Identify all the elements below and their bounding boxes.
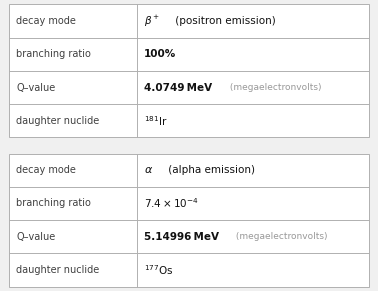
Text: (alpha emission): (alpha emission) (164, 165, 254, 175)
Text: $7.4\times10^{-4}$: $7.4\times10^{-4}$ (144, 196, 198, 210)
Text: (megaelectronvolts): (megaelectronvolts) (232, 232, 327, 241)
Text: (megaelectronvolts): (megaelectronvolts) (227, 83, 321, 92)
Bar (9, 153, 369, 287)
Text: 5.14996 MeV: 5.14996 MeV (144, 232, 219, 242)
Text: Q–value: Q–value (16, 232, 56, 242)
Text: $\alpha$: $\alpha$ (144, 165, 153, 175)
Text: daughter nuclide: daughter nuclide (16, 265, 99, 275)
Text: 4.0749 MeV: 4.0749 MeV (144, 83, 212, 93)
Text: (positron emission): (positron emission) (172, 16, 276, 26)
Text: branching ratio: branching ratio (16, 49, 91, 59)
Text: decay mode: decay mode (16, 16, 76, 26)
Text: branching ratio: branching ratio (16, 198, 91, 208)
Text: decay mode: decay mode (16, 165, 76, 175)
Text: $^{181}$Ir: $^{181}$Ir (144, 114, 167, 128)
Text: Q–value: Q–value (16, 83, 56, 93)
Text: 100%: 100% (144, 49, 176, 59)
Text: $\beta^+$: $\beta^+$ (144, 13, 160, 29)
Bar (9, 4, 369, 137)
Text: $^{177}$Os: $^{177}$Os (144, 263, 173, 277)
Text: daughter nuclide: daughter nuclide (16, 116, 99, 126)
